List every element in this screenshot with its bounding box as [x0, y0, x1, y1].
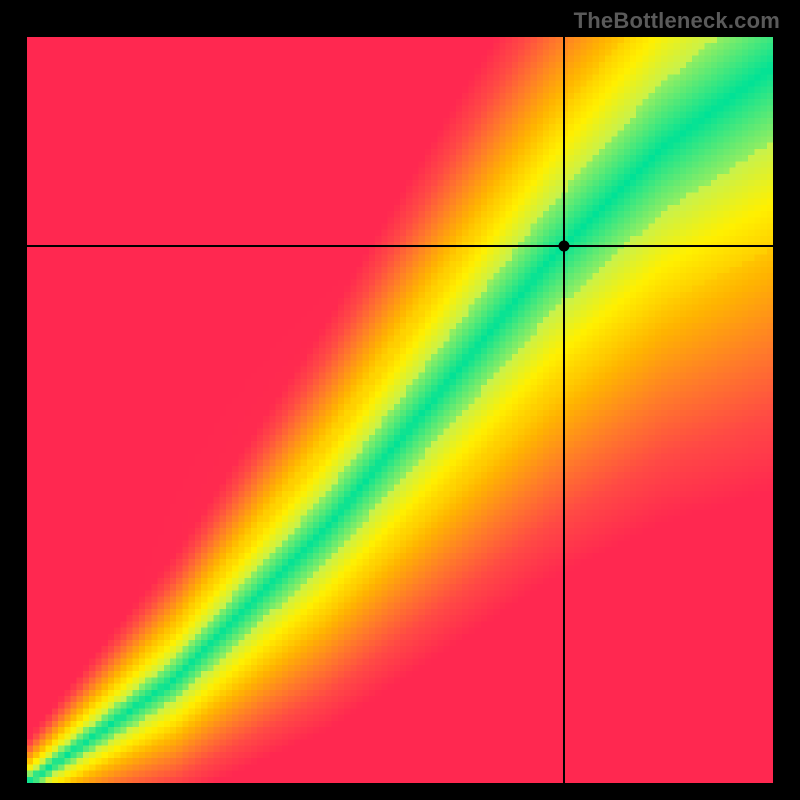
watermark-text: TheBottleneck.com — [574, 8, 780, 34]
chart-container: TheBottleneck.com — [0, 0, 800, 800]
heatmap-plot — [27, 37, 773, 783]
heatmap-canvas — [27, 37, 773, 783]
